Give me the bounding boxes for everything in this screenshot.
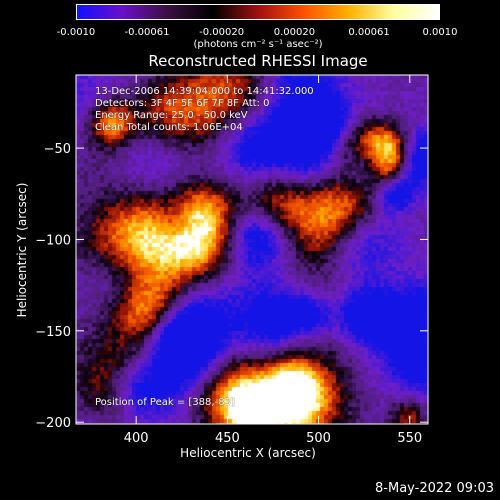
y-tick-label: −100	[35, 233, 71, 248]
energy-range-text: Energy Range: 25.0 - 50.0 keV	[95, 110, 248, 121]
clean-counts-text: Clean Total counts: 1.06E+04	[95, 122, 243, 133]
x-tick-label: 450	[215, 431, 240, 446]
chart-title: Reconstructed RHESSI Image	[148, 52, 368, 70]
y-axis-label: Heliocentric Y (arcsec)	[15, 182, 29, 318]
plot-frame	[75, 74, 429, 425]
datestamp: 8-May-2022 09:03	[375, 481, 494, 496]
peak-position-text: Position of Peak = [388,-83]	[95, 397, 235, 408]
x-tick-label: 550	[397, 431, 422, 446]
x-tick-label: 500	[306, 431, 331, 446]
time-range-text: 13-Dec-2006 14:39:04.000 to 14:41:32.000	[95, 86, 314, 97]
x-axis-label: Heliocentric X (arcsec)	[180, 446, 316, 460]
detectors-text: Detectors: 3F 4F 5F 6F 7F 8F Att: 0	[95, 98, 270, 109]
colorbar	[76, 4, 440, 20]
colorbar-units-label: (photons cm⁻² s⁻¹ asec⁻²)	[193, 39, 323, 50]
x-tick-label: 400	[124, 431, 149, 446]
heatmap-image	[76, 75, 428, 424]
y-tick-label: −150	[35, 325, 71, 340]
y-tick-label: −200	[35, 416, 71, 431]
y-tick-label: −50	[44, 142, 71, 157]
